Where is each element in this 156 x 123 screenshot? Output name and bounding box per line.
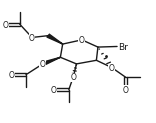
Polygon shape [47,34,63,44]
Text: O: O [109,64,115,73]
Text: O: O [123,86,128,95]
Text: O: O [8,71,14,80]
Text: O: O [40,60,46,69]
Text: O: O [71,73,76,82]
Text: O: O [79,36,85,45]
Text: Br: Br [118,43,128,52]
Text: O: O [51,86,56,95]
Polygon shape [42,57,60,65]
Text: O: O [29,34,35,43]
Text: O: O [2,21,8,30]
